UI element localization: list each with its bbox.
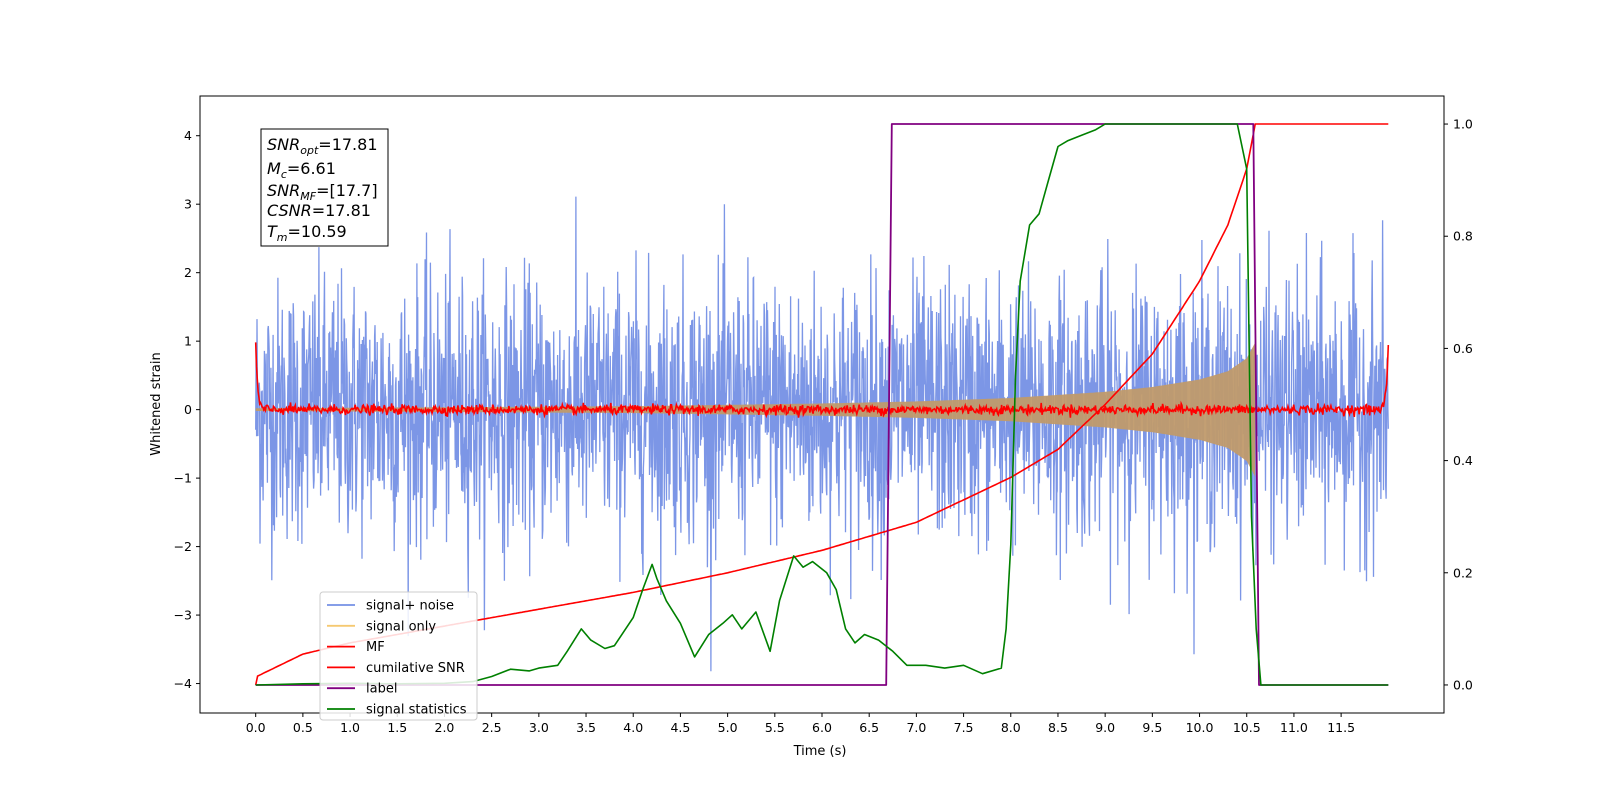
x-tick-label: 8.5 bbox=[1048, 720, 1068, 735]
y-tick-label: 0 bbox=[184, 402, 192, 417]
legend-label: label bbox=[366, 682, 397, 697]
x-tick-label: 9.5 bbox=[1142, 720, 1162, 735]
y-tick-label: −2 bbox=[174, 539, 192, 554]
y-tick-label: −1 bbox=[174, 471, 192, 486]
stat-mc: Mc=6.61 bbox=[267, 159, 336, 181]
x-tick-label: 5.5 bbox=[765, 720, 785, 735]
x-tick-label: 3.5 bbox=[576, 720, 596, 735]
y-tick-label: −4 bbox=[174, 676, 192, 691]
y2-tick-label: 0.6 bbox=[1453, 341, 1473, 356]
x-tick-label: 7.5 bbox=[954, 720, 974, 735]
x-tick-label: 4.0 bbox=[623, 720, 643, 735]
y2-tick-label: 0.2 bbox=[1453, 565, 1473, 580]
legend-label: cumilative SNR bbox=[366, 661, 465, 676]
y2-tick-label: 1.0 bbox=[1453, 117, 1473, 132]
legend-label: signal statistics bbox=[366, 703, 467, 718]
y-axis-left: 4 3 2 1 0 −1 −2 −3 −4 bbox=[174, 128, 200, 691]
y-tick-label: 2 bbox=[184, 265, 192, 280]
legend-label: signal only bbox=[366, 619, 436, 634]
legend-label: signal+ noise bbox=[366, 599, 454, 614]
x-axis: 0.0 0.5 1.0 1.5 2.0 2.5 3.0 3.5 4.0 4.5 5.0 5.5 6.0 6… bbox=[246, 713, 1355, 735]
x-tick-label: 0.0 bbox=[246, 720, 266, 735]
y-tick-label: 3 bbox=[184, 197, 192, 212]
y-tick-label: −3 bbox=[174, 608, 192, 623]
y2-tick-label: 0.8 bbox=[1453, 229, 1473, 244]
stat-csnr: CSNR=17.81 bbox=[267, 201, 371, 220]
x-tick-label: 4.5 bbox=[670, 720, 690, 735]
y2-tick-label: 0.4 bbox=[1453, 453, 1473, 468]
series-mf bbox=[254, 342, 1390, 419]
x-tick-label: 10.5 bbox=[1233, 720, 1261, 735]
x-tick-label: 11.0 bbox=[1280, 720, 1308, 735]
stats-box: SNRopt=17.81 Mc=6.61 SNRMF=[17.7] CSNR=1… bbox=[260, 128, 389, 247]
series-signal-statistics bbox=[255, 123, 1389, 686]
x-tick-label: 1.0 bbox=[340, 720, 360, 735]
x-tick-label: 9.0 bbox=[1095, 720, 1115, 735]
x-tick-label: 0.5 bbox=[293, 720, 313, 735]
x-tick-label: 3.0 bbox=[529, 720, 549, 735]
x-tick-label: 8.0 bbox=[1001, 720, 1021, 735]
x-axis-title: Time (s) bbox=[793, 744, 847, 759]
x-tick-label: 6.5 bbox=[859, 720, 879, 735]
x-tick-label: 5.0 bbox=[718, 720, 738, 735]
y-tick-label: 4 bbox=[184, 128, 192, 143]
x-tick-label: 7.0 bbox=[906, 720, 926, 735]
stat-tm: Tm=10.59 bbox=[267, 222, 347, 244]
legend: signal+ noise signal only MF cumilative SNR… bbox=[319, 591, 478, 721]
x-tick-label: 2.5 bbox=[482, 720, 502, 735]
x-tick-label: 1.5 bbox=[387, 720, 407, 735]
x-tick-label: 2.0 bbox=[435, 720, 455, 735]
x-tick-label: 10.0 bbox=[1186, 720, 1214, 735]
y-tick-label: 1 bbox=[184, 334, 192, 349]
legend-label: MF bbox=[366, 640, 385, 655]
y2-tick-label: 0.0 bbox=[1453, 677, 1473, 692]
x-tick-label: 6.0 bbox=[812, 720, 832, 735]
stat-snr-opt: SNRopt=17.81 bbox=[267, 135, 378, 157]
legend-box bbox=[319, 591, 478, 721]
stat-snr-mf: SNRMF=[17.7] bbox=[267, 181, 378, 203]
y-axis-right: 1.0 0.8 0.6 0.4 0.2 0.0 bbox=[1444, 117, 1473, 692]
x-tick-label: 11.5 bbox=[1327, 720, 1355, 735]
y-axis-title: Whitened strain bbox=[149, 352, 164, 455]
